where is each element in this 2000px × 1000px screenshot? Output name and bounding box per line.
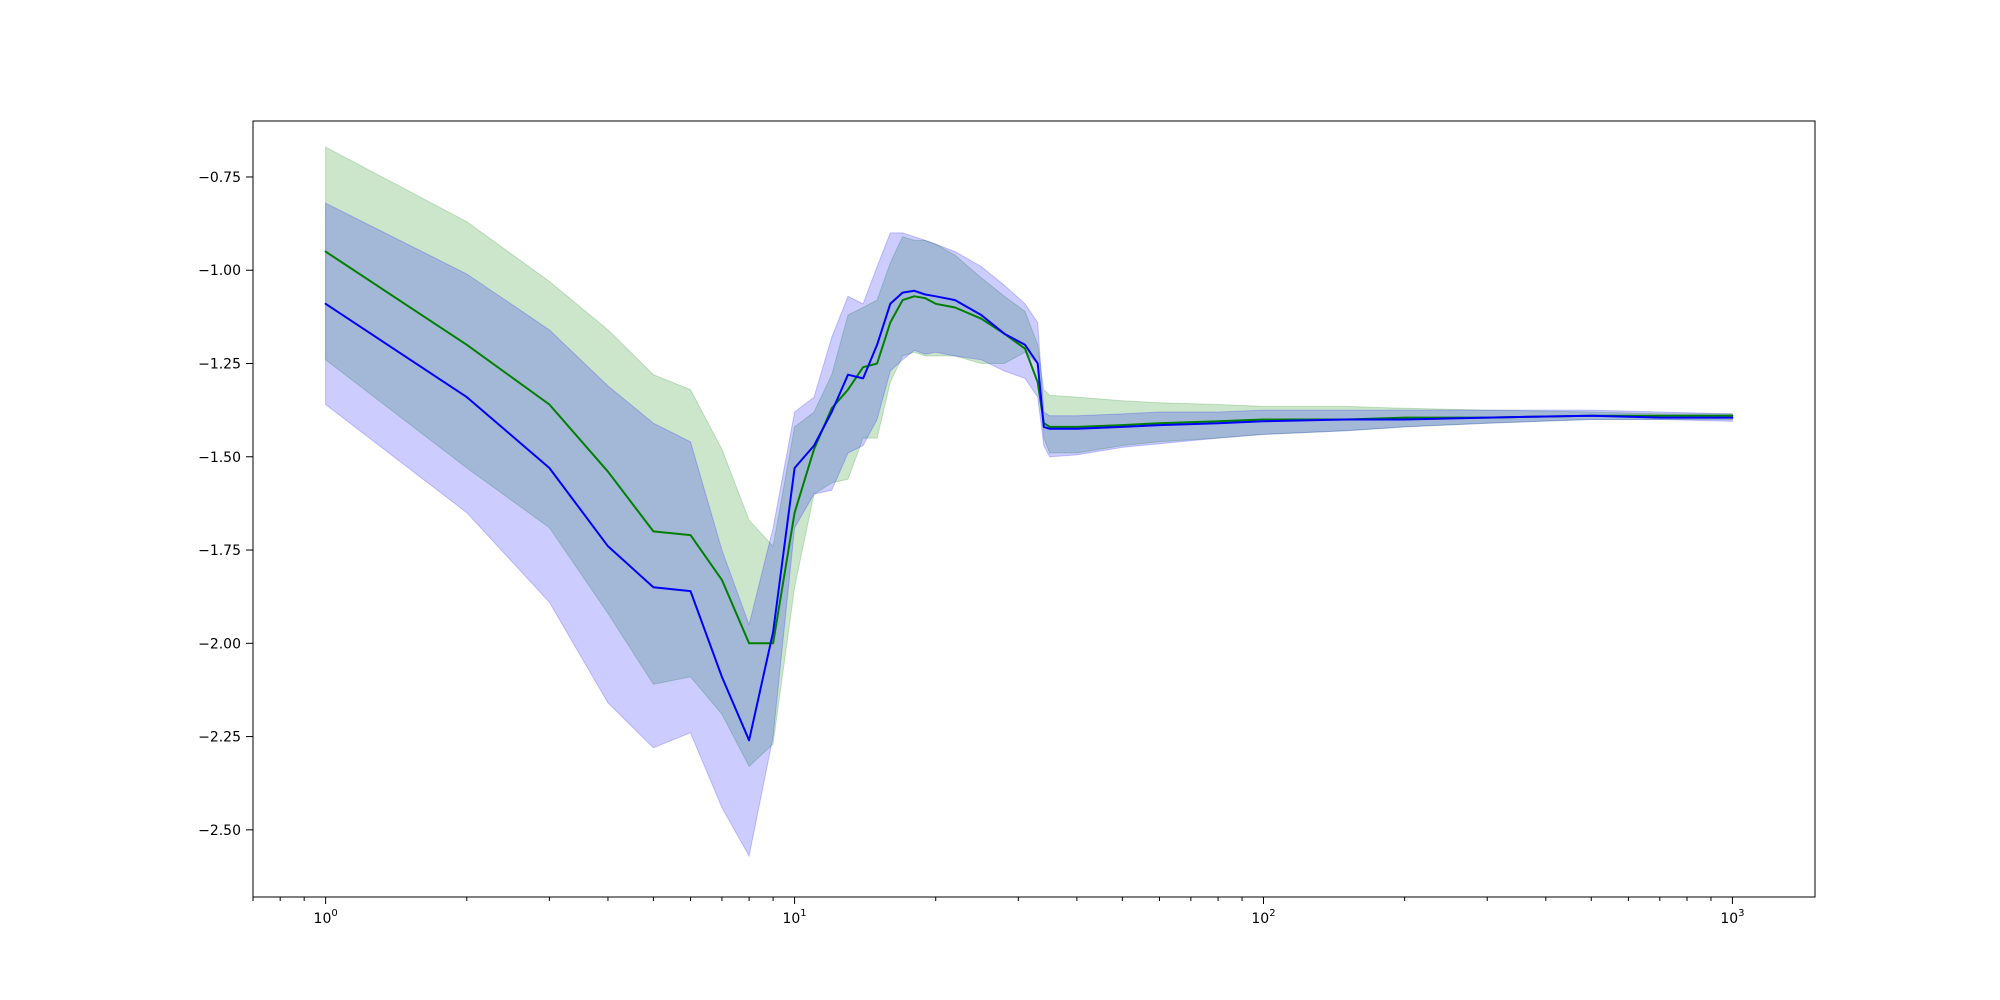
x-tick-label: 101 <box>782 908 806 927</box>
plot-frame <box>252 120 1816 898</box>
y-tick-label: −1.00 <box>198 263 241 279</box>
y-axis: −0.75 −1.00 −1.25 −1.50 −1.75 −2.00 −2.25 −2.50 <box>198 170 253 839</box>
confidence-band-2 <box>325 202 1733 858</box>
confidence-band-1 <box>325 146 1733 768</box>
y-tick-label: −1.50 <box>198 450 241 466</box>
series-lines <box>324 250 1734 742</box>
y-tick-label: −2.25 <box>198 730 241 746</box>
y-tick-label: −1.75 <box>198 543 241 559</box>
confidence-bands <box>325 146 1733 858</box>
y-tick-label: −2.50 <box>198 823 241 839</box>
x-tick-label: 102 <box>1251 908 1275 927</box>
x-tick-label: 103 <box>1720 908 1744 927</box>
y-tick-label: −1.25 <box>198 357 241 373</box>
series-line-1 <box>324 250 1734 645</box>
series-line-2 <box>324 289 1734 742</box>
y-tick-label: −0.75 <box>198 170 241 186</box>
x-axis: 100 101 102 103 <box>252 897 1745 927</box>
x-tick-label: 100 <box>314 908 338 927</box>
y-tick-label: −2.00 <box>198 636 241 652</box>
